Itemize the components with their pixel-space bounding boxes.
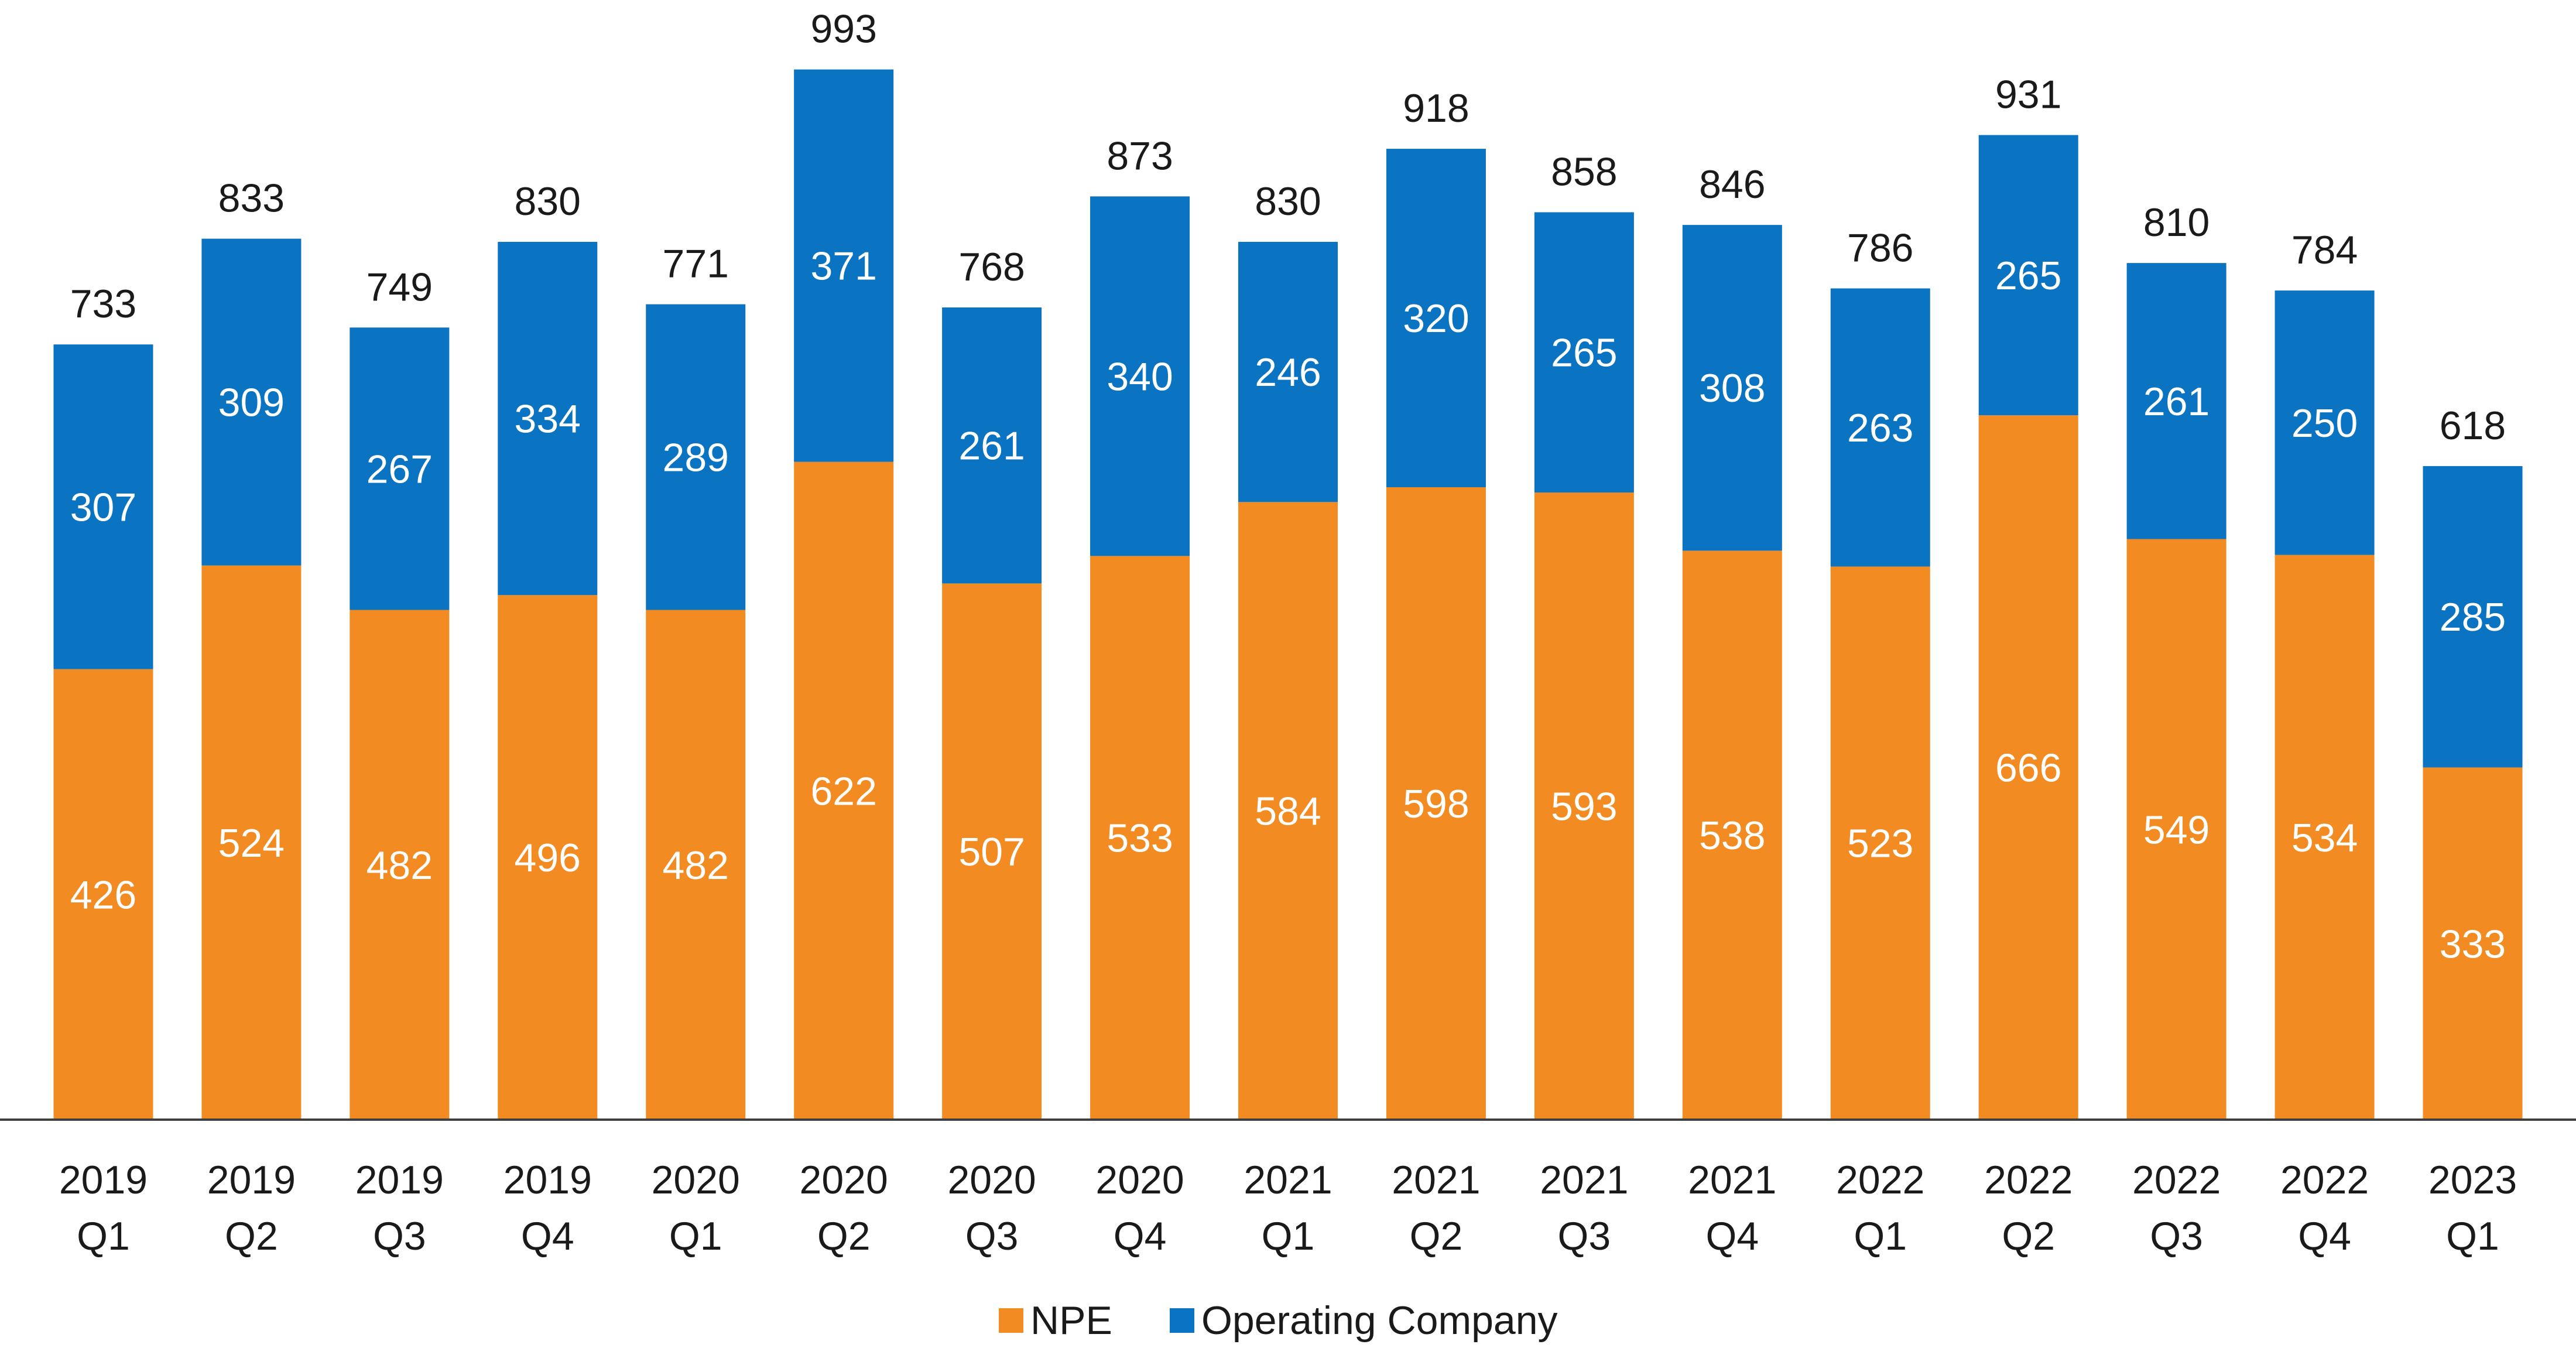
x-tick-label-quarter: Q1	[2446, 1214, 2499, 1258]
data-label-operating-company: 308	[1699, 366, 1765, 411]
legend-swatch-npe	[999, 1308, 1023, 1333]
x-tick-label-year: 2020	[1095, 1158, 1184, 1202]
data-label-operating-company: 261	[958, 424, 1025, 468]
legend-label-npe: NPE	[1030, 1298, 1112, 1343]
x-tick-label-year: 2021	[1540, 1158, 1628, 1202]
x-tick-label-year: 2022	[1984, 1158, 2073, 1202]
total-label: 733	[70, 282, 136, 326]
x-tick-label-year: 2020	[800, 1158, 888, 1202]
data-label-operating-company: 371	[810, 244, 876, 289]
x-tick-label-year: 2021	[1392, 1158, 1480, 1202]
data-label-operating-company: 307	[70, 485, 136, 529]
data-label-npe: 534	[2291, 816, 2358, 860]
x-tick-label-year: 2019	[59, 1158, 148, 1202]
data-label-npe: 333	[2440, 922, 2506, 966]
x-tick-label-year: 2020	[652, 1158, 740, 1202]
total-label: 833	[218, 176, 285, 221]
data-label-operating-company: 250	[2291, 401, 2358, 446]
x-tick-label-year: 2023	[2428, 1158, 2517, 1202]
x-tick-label-quarter: Q2	[1410, 1214, 1463, 1258]
data-label-operating-company: 263	[1847, 406, 1913, 450]
total-label: 830	[1255, 179, 1321, 224]
total-label: 858	[1551, 149, 1617, 194]
total-label: 993	[810, 7, 876, 52]
stacked-bar-chart: 426 307 524 309 482 267 496 334 482 289 622 371 507 2…	[0, 0, 2576, 1358]
data-label-npe: 593	[1551, 785, 1617, 829]
x-tick-label-year: 2020	[947, 1158, 1036, 1202]
data-label-npe: 598	[1403, 782, 1469, 826]
data-label-operating-company: 265	[1995, 254, 2061, 298]
total-label: 768	[958, 245, 1025, 289]
x-tick-label-year: 2019	[355, 1158, 444, 1202]
legend-swatch-operating-company	[1170, 1308, 1194, 1333]
data-label-npe: 533	[1107, 816, 1173, 861]
x-tick-label-year: 2022	[2132, 1158, 2221, 1202]
data-label-npe: 523	[1847, 822, 1913, 866]
total-label: 784	[2291, 228, 2358, 272]
data-label-npe: 524	[218, 821, 285, 866]
total-label: 918	[1403, 86, 1469, 131]
legend-label-operating-company: Operating Company	[1201, 1298, 1558, 1343]
x-tick-label-quarter: Q1	[1262, 1214, 1315, 1258]
x-tick-label-year: 2021	[1244, 1158, 1332, 1202]
total-label: 931	[1995, 73, 2061, 117]
x-tick-label-quarter: Q2	[2002, 1214, 2055, 1258]
x-tick-label-quarter: Q1	[669, 1214, 722, 1258]
data-label-operating-company: 289	[663, 436, 729, 480]
x-tick-label-quarter: Q3	[373, 1214, 426, 1258]
x-tick-label-quarter: Q3	[2150, 1214, 2203, 1258]
legend: NPE Operating Company	[999, 1298, 1558, 1343]
data-label-npe: 538	[1699, 813, 1765, 858]
x-tick-label-quarter: Q2	[817, 1214, 871, 1258]
x-tick-label-year: 2022	[2280, 1158, 2369, 1202]
data-label-npe: 622	[810, 769, 876, 813]
total-label: 810	[2143, 200, 2210, 245]
x-tick-label-quarter: Q1	[1854, 1214, 1907, 1258]
data-label-operating-company: 320	[1403, 296, 1469, 341]
x-tick-label-year: 2019	[207, 1158, 296, 1202]
data-label-operating-company: 261	[2143, 379, 2210, 424]
data-label-operating-company: 334	[515, 397, 581, 442]
data-label-operating-company: 265	[1551, 331, 1617, 375]
x-tick-label-quarter: Q3	[1558, 1214, 1611, 1258]
x-tick-label-quarter: Q2	[225, 1214, 278, 1258]
data-label-npe: 482	[366, 843, 433, 888]
x-tick-label-year: 2021	[1688, 1158, 1776, 1202]
data-label-npe: 584	[1255, 789, 1321, 834]
total-label: 846	[1699, 162, 1765, 207]
x-tick-label-quarter: Q1	[77, 1214, 130, 1258]
x-tick-label-quarter: Q4	[1705, 1214, 1759, 1258]
data-label-operating-company: 285	[2440, 595, 2506, 639]
data-label-operating-company: 246	[1255, 350, 1321, 395]
x-tick-label-quarter: Q4	[1114, 1214, 1167, 1258]
data-label-npe: 482	[663, 843, 729, 888]
data-label-operating-company: 267	[366, 447, 433, 491]
data-label-npe: 666	[1995, 746, 2061, 791]
x-tick-label-quarter: Q3	[965, 1214, 1019, 1258]
data-label-operating-company: 309	[218, 381, 285, 425]
total-label: 830	[515, 179, 581, 224]
total-label: 749	[366, 265, 433, 309]
data-label-npe: 507	[958, 830, 1025, 874]
x-tick-labels-layer: 2019 Q1 2019 Q2 2019 Q3 2019 Q4 2020 Q1 2020 Q2 2020…	[59, 1158, 2517, 1258]
data-label-operating-company: 340	[1107, 354, 1173, 399]
total-label: 873	[1107, 134, 1173, 178]
x-tick-label-quarter: Q4	[2298, 1214, 2351, 1258]
x-tick-label-year: 2022	[1836, 1158, 1924, 1202]
data-label-npe: 496	[515, 836, 581, 880]
data-label-npe: 426	[70, 873, 136, 917]
x-tick-label-year: 2019	[503, 1158, 592, 1202]
x-tick-label-quarter: Q4	[521, 1214, 574, 1258]
total-label: 618	[2440, 403, 2506, 448]
total-label: 771	[663, 242, 729, 286]
data-label-npe: 549	[2143, 808, 2210, 852]
total-label: 786	[1847, 225, 1913, 270]
